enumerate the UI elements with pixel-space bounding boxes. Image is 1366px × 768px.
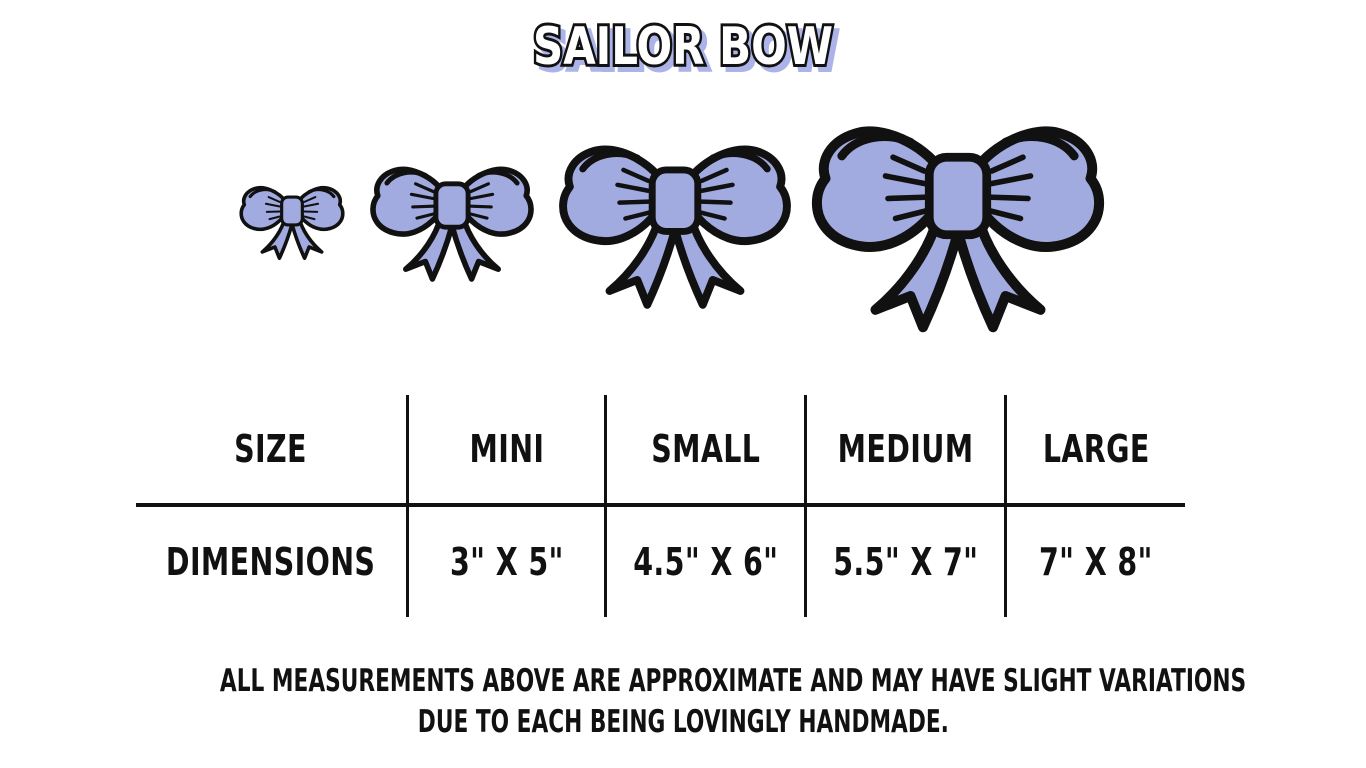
small-dimensions-value: 4.5" X 6" bbox=[632, 540, 779, 584]
size-table-cell-mini-dimensions: 3" X 5" bbox=[406, 507, 604, 617]
size-table-header-mini: MINI bbox=[406, 395, 604, 507]
size-table-cell-small-dimensions: 4.5" X 6" bbox=[604, 507, 804, 617]
size-table-header-small: SMALL bbox=[604, 395, 804, 507]
page-title-text: SAILOR BOW bbox=[533, 17, 833, 77]
page-title: SAILOR BOW SAILOR BOW bbox=[530, 14, 841, 84]
measurement-disclaimer: ALL MEASUREMENTS ABOVE ARE APPROXIMATE A… bbox=[0, 663, 1366, 745]
page-title-shadow-text: SAILOR BOW bbox=[538, 22, 838, 82]
disclaimer-line-1: ALL MEASUREMENTS ABOVE ARE APPROXIMATE A… bbox=[219, 663, 1247, 699]
header-medium-label: MEDIUM bbox=[837, 427, 974, 471]
size-table-header-large: LARGE bbox=[1004, 395, 1185, 507]
large-dimensions-value: 7" X 8" bbox=[1039, 540, 1153, 584]
header-small-label: SMALL bbox=[650, 427, 761, 471]
size-table: SIZE MINI SMALL MEDIUM LARGE DIMENSIONS … bbox=[136, 395, 1185, 617]
header-mini-label: MINI bbox=[469, 427, 544, 471]
bow-icon-small bbox=[368, 153, 536, 286]
medium-dimensions-value: 5.5" X 7" bbox=[832, 540, 979, 584]
bow-icon-medium bbox=[556, 126, 794, 315]
bow-icon-mini bbox=[239, 185, 345, 261]
dimensions-row-label: DIMENSIONS bbox=[166, 540, 376, 584]
bow-icon-large bbox=[808, 102, 1108, 340]
header-size-label: SIZE bbox=[234, 427, 308, 471]
size-table-cell-large-dimensions: 7" X 8" bbox=[1004, 507, 1185, 617]
header-large-label: LARGE bbox=[1042, 427, 1150, 471]
size-table-row-label-dimensions: DIMENSIONS bbox=[136, 507, 406, 617]
size-table-cell-medium-dimensions: 5.5" X 7" bbox=[804, 507, 1004, 617]
size-table-header-medium: MEDIUM bbox=[804, 395, 1004, 507]
mini-dimensions-value: 3" X 5" bbox=[449, 540, 564, 584]
disclaimer-line-2: DUE TO EACH BEING LOVINGLY HANDMADE. bbox=[417, 704, 949, 740]
size-table-header-size: SIZE bbox=[136, 395, 406, 507]
